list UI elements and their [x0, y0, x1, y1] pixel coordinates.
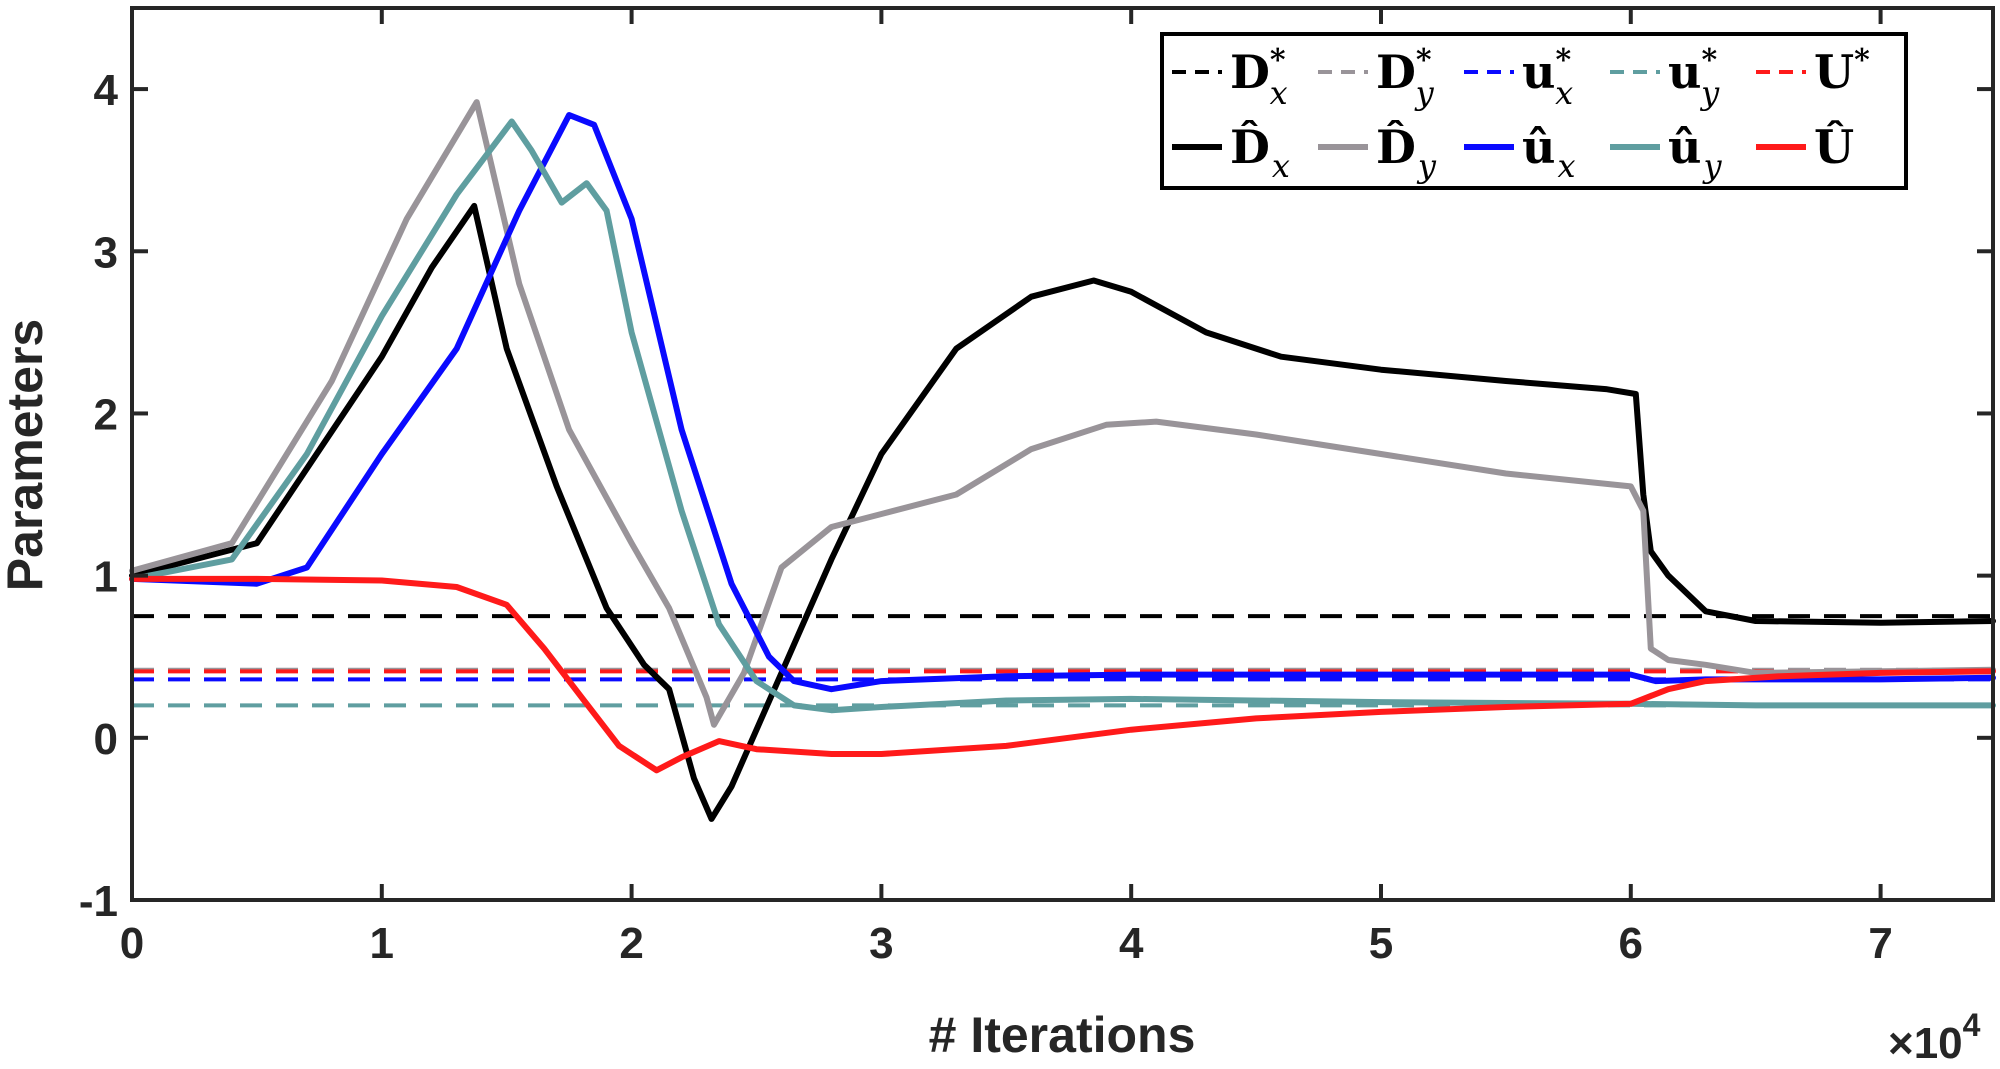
- legend-label-sub: y: [1699, 74, 1720, 112]
- legend-label-sup: *: [1555, 43, 1571, 78]
- legend-label-main: U: [1814, 45, 1854, 99]
- legend-label-main: u: [1668, 45, 1701, 99]
- y-tick-label: -1: [79, 877, 118, 926]
- plot-lines: [129, 99, 1996, 822]
- series-line-uy_hat: [129, 118, 1996, 714]
- x-tick-label: 1: [370, 919, 394, 968]
- legend-label-Dx_hat: D̂x: [1230, 120, 1290, 185]
- legend-label-main: D̂: [1376, 120, 1416, 174]
- legend-label-sub: x: [1270, 74, 1288, 112]
- legend-label-main: D̂: [1230, 120, 1270, 174]
- x-axis-multiplier: ×104: [1888, 1007, 1981, 1068]
- legend-label-U*: U*: [1814, 43, 1870, 99]
- legend-label-main: Û: [1814, 119, 1854, 174]
- legend-label-ux_hat: ûx: [1522, 120, 1576, 185]
- legend-label-uy*: u* y: [1668, 43, 1720, 112]
- legend-label-sup: *: [1416, 43, 1432, 78]
- legend-label-Dy_hat: D̂y: [1376, 120, 1437, 185]
- legend-label-main: û: [1668, 120, 1701, 174]
- legend-label-uy_hat: ûy: [1668, 120, 1722, 185]
- y-tick-label: 2: [94, 390, 118, 439]
- legend-label-main: D: [1230, 45, 1270, 99]
- series-line-Dx_hat: [129, 202, 1996, 822]
- legend-label-main: û: [1522, 120, 1555, 174]
- x-tick-label: 7: [1868, 919, 1892, 968]
- legend-label-sup: *: [1701, 43, 1717, 78]
- y-tick-label: 4: [94, 66, 119, 115]
- x-axis-multiplier-exponent: 4: [1963, 1007, 1981, 1043]
- x-tick-label: 6: [1619, 919, 1643, 968]
- legend-label-Dx*: D* x: [1230, 43, 1288, 112]
- legend-label-sub: y: [1701, 147, 1722, 185]
- y-tick-label: 3: [94, 228, 118, 277]
- legend-label-sup: *: [1270, 43, 1286, 78]
- x-tick-label: 0: [120, 919, 144, 968]
- y-axis-label: Parameters: [0, 319, 53, 591]
- legend-label-Dy*: D* y: [1376, 43, 1435, 112]
- legend-box: [1160, 32, 1908, 190]
- y-tick-label: 0: [94, 715, 118, 764]
- legend-label-main: u: [1522, 45, 1555, 99]
- y-tick-label: 1: [94, 553, 118, 602]
- legend-label-sub: x: [1272, 147, 1290, 185]
- legend-label-U_hat: Û: [1814, 119, 1854, 174]
- x-tick-label: 4: [1119, 919, 1144, 968]
- plot-frame: [130, 6, 1995, 902]
- x-axis-multiplier-base: ×10: [1888, 1019, 1963, 1068]
- legend-label-ux*: u* x: [1522, 43, 1573, 112]
- x-tick-label: 2: [619, 919, 643, 968]
- series-line-Dy_hat: [129, 99, 1996, 728]
- series-line-U_hat: [129, 575, 1996, 774]
- legend-entries: D* x D* y u* x u* y U*D̂x D̂y ûx ûy Û: [1172, 43, 1870, 185]
- x-tick-label: 3: [869, 919, 893, 968]
- x-tick-label: 5: [1369, 919, 1393, 968]
- legend-label-sub: y: [1416, 147, 1437, 185]
- legend-label-sup: *: [1854, 43, 1870, 78]
- legend-label-sub: x: [1555, 74, 1573, 112]
- series-line-ux_hat: [129, 112, 1996, 693]
- legend-label-sub: y: [1414, 74, 1435, 112]
- legend: D* x D* y u* x u* y U*D̂x D̂y ûx ûy Û: [1160, 32, 1908, 190]
- legend-label-sub: x: [1557, 147, 1575, 185]
- legend-label-main: D: [1376, 45, 1416, 99]
- x-axis-label: # Iterations: [929, 1007, 1196, 1063]
